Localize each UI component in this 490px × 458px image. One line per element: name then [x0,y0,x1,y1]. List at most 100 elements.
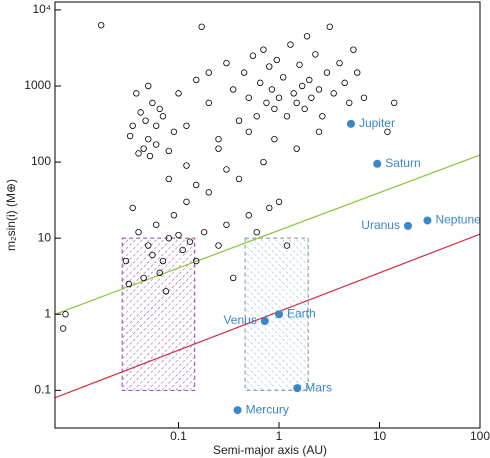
exoplanet-point [145,82,152,90]
exoplanet-point [205,189,212,196]
exoplanet-point [312,51,319,58]
exoplanet-point [283,113,291,120]
exoplanet-point [223,221,230,228]
exoplanet-point [200,228,208,236]
exoplanet-point [293,99,300,107]
y-tick-label: 1 [44,306,51,320]
exoplanet-point [129,122,136,129]
exoplanet-point [266,204,273,212]
exoplanet-point [336,59,343,67]
planet-point [423,216,432,225]
y-tick-label: 0.1 [34,383,51,397]
exoplanet-point [245,212,252,219]
exoplanet-point [149,251,156,259]
exoplanet-point [360,94,368,101]
exoplanet-point [260,46,267,53]
exoplanet-point [260,158,267,166]
y-tick-label: 100 [31,154,51,168]
x-axis-label: Semi-major axis (AU) [213,443,327,457]
exoplanet-point [390,99,398,107]
exoplanet-point [170,212,178,219]
trend-line [55,154,480,315]
exoplanet-point [253,228,260,236]
exoplanet-point [145,242,152,249]
exoplanet-point [149,99,156,107]
exoplanet-point [159,113,167,120]
exoplanet-point [62,311,69,318]
planet-label: Jupiter [359,116,395,130]
exoplanet-point [223,59,230,67]
exoplanet-point [153,122,160,129]
exoplanet-point [266,63,273,70]
exoplanet-point [165,175,172,183]
exoplanet-point [159,257,167,265]
exoplanet-point [296,61,303,68]
x-tick-label: 1 [276,429,283,443]
exoplanet-point [146,152,154,160]
planet-label: Mars [305,380,332,394]
exoplanet-point [170,128,178,135]
exoplanet-point [135,150,142,157]
y-tick-label: 10⁴ [32,2,51,16]
exoplanet-point [179,246,186,254]
planet-point [346,119,355,128]
exoplanet-point [273,56,280,64]
exoplanet-point [198,23,205,30]
plot-area [55,21,480,415]
exoplanet-point [235,175,243,183]
exoplanet-point [279,74,287,81]
exoplanet-point [249,52,257,59]
exoplanet-point [140,145,147,152]
exoplanet-point [229,86,237,93]
planet-point [403,221,412,230]
exoplanet-point [350,46,357,53]
exoplanet-point [162,288,170,295]
exoplanet-point [122,257,130,265]
exoplanet-point [165,147,172,155]
exoplanet-point [142,117,149,124]
exoplanet-point [193,76,200,84]
exoplanet-point [135,228,142,236]
exoplanet-point [283,242,291,249]
trend-line [55,233,480,399]
planet-point [260,317,269,326]
exoplanet-point [330,90,337,97]
exoplanet-point [308,94,315,101]
exoplanet-point [186,238,194,245]
exoplanet-point [290,90,297,97]
exoplanet-point [323,69,331,76]
exoplanet-point [153,141,160,148]
exoplanet-point [175,90,182,97]
plot-frame [54,1,481,429]
planet-label: Neptune [435,213,481,227]
exoplanet-point [263,99,270,107]
exoplanet-point [193,181,200,189]
planet-point [275,310,284,319]
exoplanet-point [125,280,132,288]
exoplanet-point [215,242,222,249]
exoplanet-point [145,135,152,143]
y-axis-label: m₂sin(i) (M⊕) [4,179,18,251]
exoplanet-point [240,69,248,76]
region [121,237,196,391]
exoplanet-point [245,94,252,101]
exoplanet-point [205,99,212,107]
exoplanet-point [153,221,160,228]
exoplanet-point [129,204,136,212]
exoplanet-point [303,33,311,40]
exoplanet-point [257,79,264,87]
exoplanet-point [223,166,230,173]
exoplanet-point [215,145,222,152]
exoplanet-point [205,69,212,76]
exoplanet-point [271,105,278,113]
exoplanet-point [97,21,105,29]
exoplanet-point [175,231,182,239]
exoplanet-point [165,234,172,242]
exoplanet-point [271,135,278,143]
planet-point [373,159,382,168]
exoplanet-point [156,105,163,113]
exoplanet-point [229,274,237,282]
exoplanet-point [275,198,283,206]
x-tick-label: 10 [373,429,387,443]
